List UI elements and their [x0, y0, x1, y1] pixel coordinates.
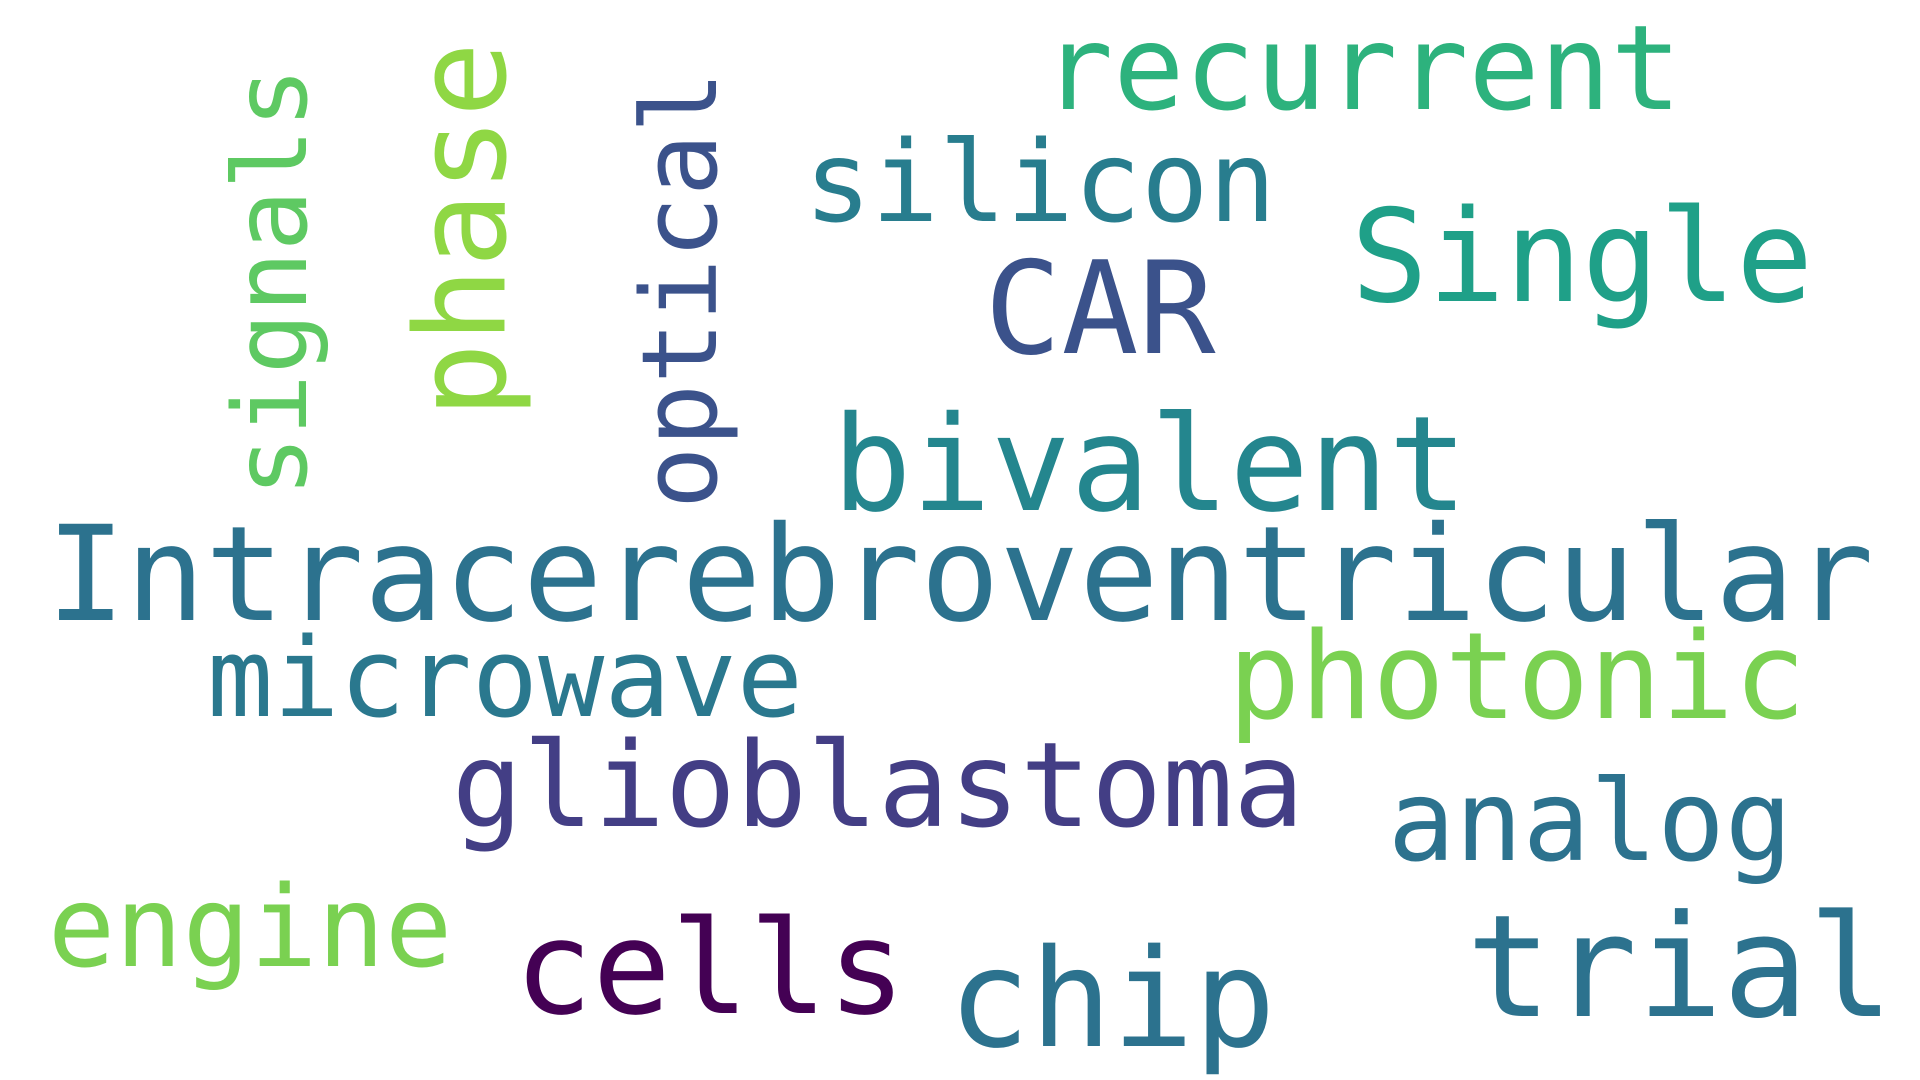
word-microwave: microwave [206, 614, 804, 742]
word-silicon: silicon [803, 118, 1277, 248]
word-glioblastoma: glioblastoma [451, 716, 1305, 854]
word-car: CAR [984, 235, 1216, 384]
word-trial: trial [1466, 885, 1894, 1050]
word-chip: chip [948, 921, 1276, 1079]
word-engine: engine [47, 863, 453, 993]
word-single: Single [1350, 183, 1814, 332]
word-analog: analog [1387, 757, 1793, 887]
word-recurrent: recurrent [1042, 0, 1682, 137]
word-photonic: photonic [1228, 608, 1806, 747]
word-signals: signals [212, 67, 331, 497]
word-phase: phase [389, 41, 535, 419]
word-intracerebroventricular: Intracerebroventricular [46, 498, 1874, 652]
word-cells: cells [514, 892, 906, 1044]
word-optical: optical [619, 70, 741, 510]
word-bivalent: bivalent [832, 388, 1468, 542]
